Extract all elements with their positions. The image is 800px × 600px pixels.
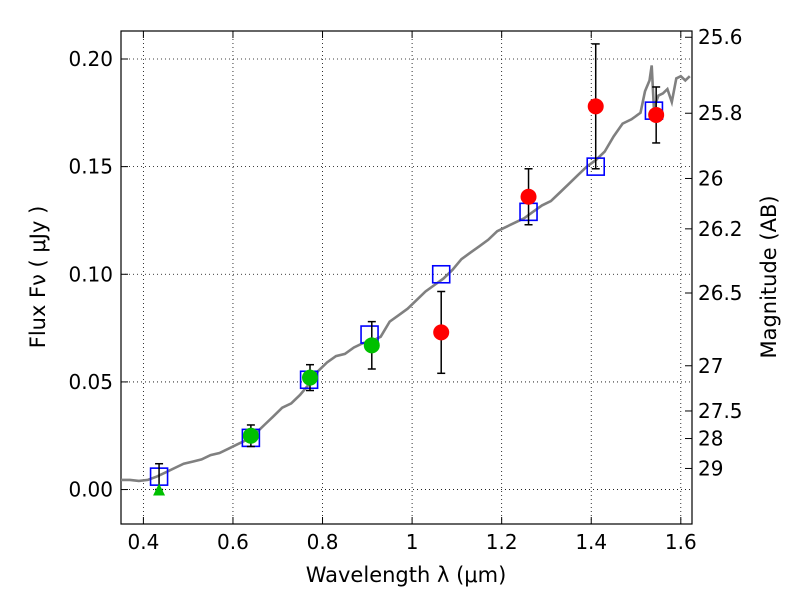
y-axis-label: Flux Fν ( μJy ) [26, 206, 50, 349]
upper-limit-marker [153, 483, 166, 496]
observed-point [301, 369, 318, 386]
y-tick-label: 0.05 [68, 370, 113, 394]
y-tick-label: 0.00 [68, 478, 113, 502]
observed-point [520, 188, 537, 205]
y-tick-label: 0.15 [68, 155, 113, 179]
y2-tick-label: 26.2 [698, 217, 743, 241]
observed-point [363, 337, 380, 354]
model-photometry-square [431, 264, 451, 284]
ticks-layer: 0.4 0.6 0.8 1 1.2 1.4 1.6 0.00 0.05 0.10 0.15 0.20 2… [68, 25, 742, 554]
y2-tick-label: 29 [698, 456, 723, 480]
y2-tick-label: 27.5 [698, 399, 743, 423]
model-spectrum-line [121, 65, 691, 483]
y-tick-label: 0.20 [68, 47, 113, 71]
y2-tick-label: 25.8 [698, 101, 743, 125]
plot-area [120, 30, 693, 525]
y2-tick-label: 26 [698, 166, 723, 190]
observed-point [433, 324, 450, 341]
x-tick-label: 1.4 [575, 530, 607, 554]
x-tick-label: 1.2 [486, 530, 518, 554]
data-layer [121, 43, 691, 496]
y-tick-label: 0.10 [68, 262, 113, 286]
y2-tick-label: 25.6 [698, 25, 743, 49]
y2-tick-label: 28 [698, 427, 723, 451]
y2-tick-label: 27 [698, 354, 723, 378]
y2-axis-label: Magnitude (AB) [757, 195, 781, 358]
x-tick-label: 1.6 [665, 530, 697, 554]
x-tick-label: 1 [406, 530, 419, 554]
y2-tick-label: 26.5 [698, 281, 743, 305]
observed-point [242, 427, 259, 444]
observed-point [587, 98, 604, 115]
x-tick-label: 0.4 [127, 530, 159, 554]
x-tick-label: 0.6 [217, 530, 249, 554]
observed-point [648, 106, 665, 123]
grid-layer [121, 31, 692, 524]
x-axis-label: Wavelength λ (μm) [306, 563, 507, 587]
x-tick-label: 0.8 [307, 530, 339, 554]
